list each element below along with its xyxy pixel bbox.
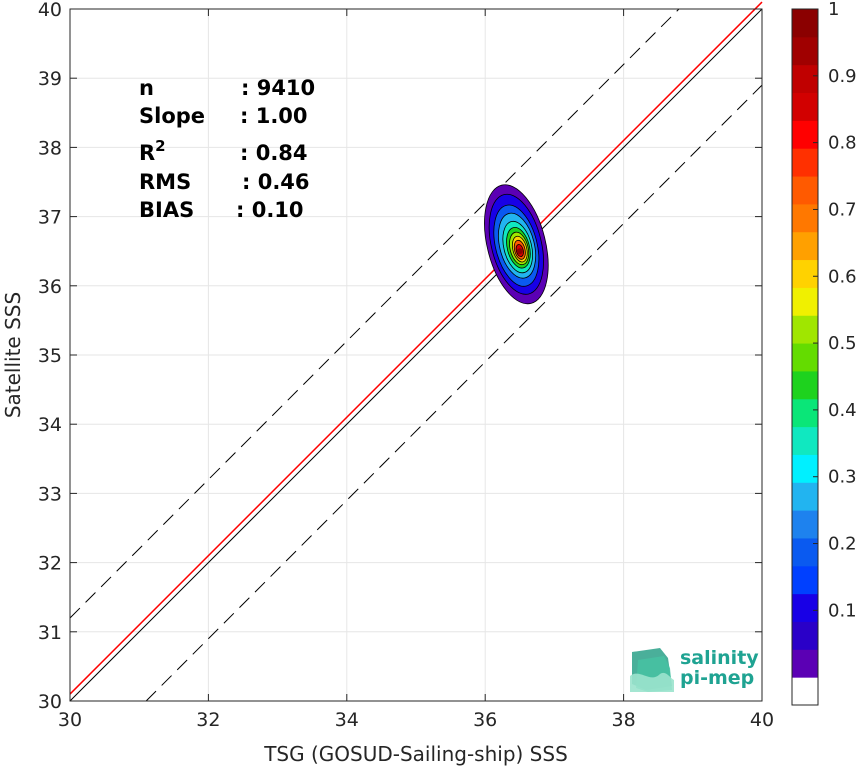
- y-tick-label: 40: [38, 0, 62, 21]
- line-upper-bound: [69, 8, 680, 619]
- colorbar-tick-label: 0.6: [828, 266, 857, 287]
- y-tick-label: 35: [38, 345, 62, 367]
- y-tick-label: 39: [38, 68, 62, 90]
- colorbar-tick-label: 0.9: [828, 66, 857, 87]
- stat-label: n: [139, 76, 154, 100]
- colorbar-swatch: [792, 482, 818, 511]
- colorbar-swatch: [792, 64, 818, 94]
- stat-value: : 1.00: [240, 104, 308, 128]
- colorbar-swatch: [792, 343, 818, 372]
- line-lower-bound: [145, 84, 763, 702]
- x-tick-label: 36: [473, 709, 497, 731]
- y-tick-label: 37: [38, 207, 62, 229]
- colorbar-swatch: [792, 203, 818, 233]
- y-tick-label: 34: [38, 414, 62, 436]
- colorbar-swatch: [792, 92, 818, 121]
- stat-value: : 0.10: [236, 198, 304, 222]
- colorbar-swatch: [792, 370, 818, 400]
- colorbar-swatch: [792, 454, 818, 483]
- x-axis-label: TSG (GOSUD-Sailing-ship) SSS: [263, 742, 568, 766]
- stat-label: RMS: [139, 170, 191, 194]
- x-tick-label: 34: [335, 709, 359, 731]
- colorbar-swatch: [792, 9, 818, 38]
- colorbar-swatch: [792, 176, 818, 205]
- stat-value: : 9410: [241, 76, 315, 100]
- colorbar-swatch: [792, 537, 818, 567]
- colorbar-tick-label: 0.1: [828, 600, 857, 621]
- colorbar-swatch: [792, 259, 818, 288]
- colorbar-swatch: [792, 677, 818, 706]
- colorbar-swatch: [792, 510, 818, 539]
- stat-value: : 0.84: [240, 141, 308, 165]
- colorbar-swatch: [792, 565, 818, 595]
- colorbar-swatch: [792, 315, 818, 344]
- colorbar-swatch: [792, 287, 818, 316]
- colorbar-swatch: [792, 593, 818, 622]
- stat-superscript: 2: [155, 137, 165, 155]
- x-axis-ticks: 30 32 34 36 38 40: [58, 9, 774, 731]
- colorbar-swatch: [792, 120, 818, 149]
- logo-line1: salinity: [680, 647, 759, 669]
- stat-value: : 0.46: [242, 170, 310, 194]
- colorbar-tick-label: 0.7: [828, 199, 857, 220]
- x-tick-label: 38: [612, 709, 636, 731]
- logo-line2: pi-mep: [680, 667, 754, 689]
- colorbar-tick-label: 1: [828, 0, 839, 20]
- colorbar-tick-label: 0.3: [828, 467, 857, 488]
- stats-box: n : 9410 Slope : 1.00 R2 : 0.84 RMS : 0.46 BIAS:…: [139, 76, 315, 222]
- stat-label: BIAS: [139, 198, 194, 222]
- x-tick-label: 40: [750, 709, 774, 731]
- colorbar-tick-label: 0.8: [828, 133, 857, 154]
- x-tick-label: 30: [58, 709, 82, 731]
- colorbar-tick-label: 0.5: [828, 333, 857, 354]
- colorbar-swatch: [792, 148, 818, 177]
- colorbar-tick-label: 0.2: [828, 534, 857, 555]
- stat-label: Slope: [139, 104, 205, 128]
- colorbar-frame: [791, 8, 819, 706]
- colorbar: 0.1 0.2 0.3 0.4 0.5 0.6 0.7 0.8 0.9 1: [791, 0, 857, 706]
- density-contours: [484, 184, 549, 305]
- colorbar-tick-label: 0.4: [828, 400, 857, 421]
- salinity-pi-mep-logo: salinity pi-mep: [630, 647, 759, 692]
- y-axis-label: Satellite SSS: [1, 292, 25, 418]
- y-tick-label: 33: [38, 483, 62, 505]
- y-tick-label: 30: [38, 691, 62, 713]
- line-regression: [69, 1, 763, 695]
- reference-lines: [69, 1, 763, 702]
- y-tick-label: 36: [38, 276, 62, 298]
- y-axis-ticks: 30 31 32 33 34 35 36 37 38 39 40: [38, 0, 762, 713]
- colorbar-swatch: [792, 426, 818, 455]
- wave-logo-icon: [630, 648, 674, 692]
- line-identity: [69, 8, 763, 702]
- y-tick-label: 31: [38, 622, 62, 644]
- colorbar-swatch: [792, 231, 818, 261]
- y-tick-label: 32: [38, 553, 62, 575]
- stat-label: R2: [139, 137, 166, 165]
- colorbar-swatch: [792, 621, 818, 650]
- colorbar-swatch: [792, 36, 818, 66]
- y-tick-label: 38: [38, 137, 62, 159]
- colorbar-swatch: [792, 649, 818, 678]
- density-peak: [516, 248, 523, 255]
- colorbar-swatch: [792, 398, 818, 428]
- x-tick-label: 32: [196, 709, 220, 731]
